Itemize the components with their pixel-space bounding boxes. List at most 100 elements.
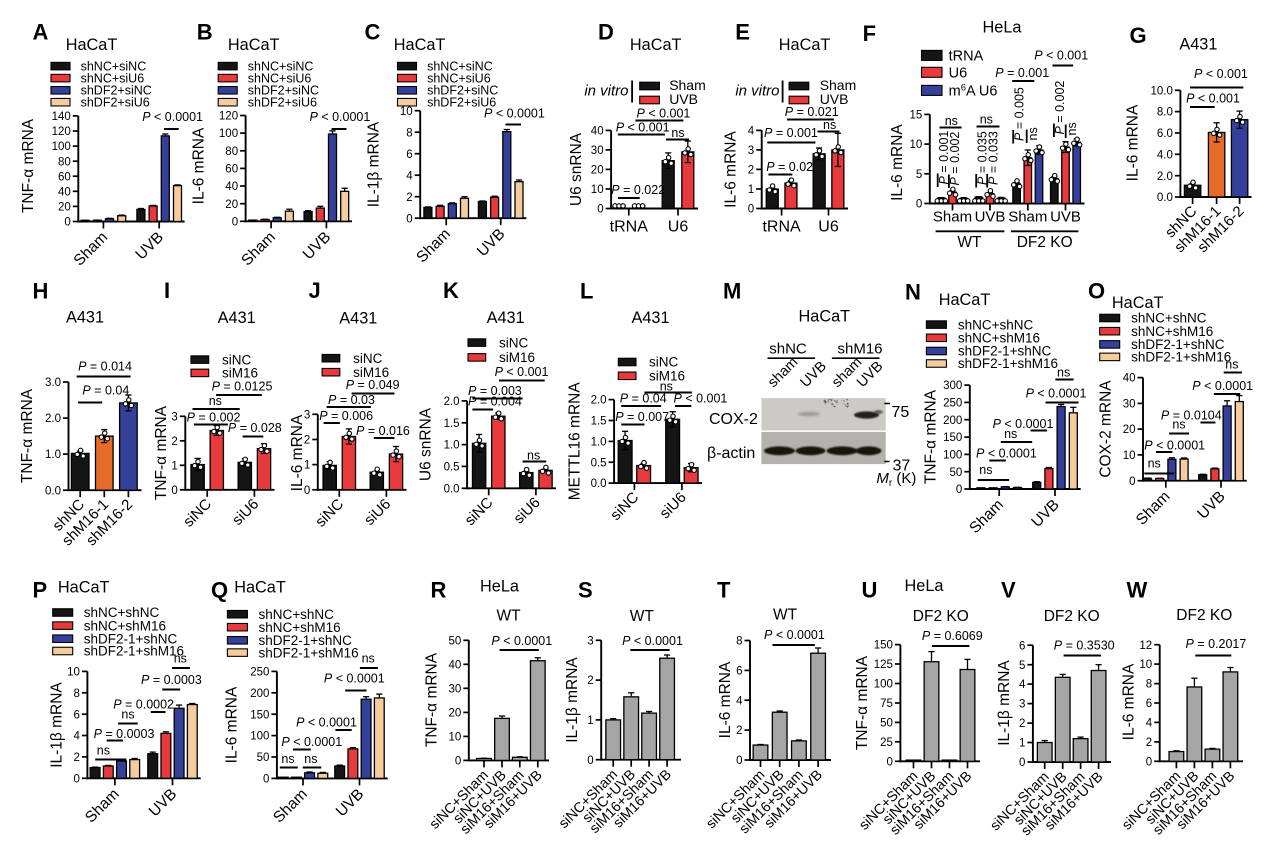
svg-text:2: 2 [587,675,593,687]
svg-text:shNC+shNC: shNC+shNC [84,605,160,620]
svg-text:shM16: shM16 [837,341,882,358]
svg-text:in vitro: in vitro [735,82,779,99]
svg-text:shNC+siU6: shNC+siU6 [427,72,491,86]
svg-text:4: 4 [406,170,413,182]
svg-text:0.0: 0.0 [1157,192,1173,204]
svg-text:ns: ns [979,463,992,477]
svg-text:siM16: siM16 [353,365,389,380]
svg-text:8: 8 [406,127,412,139]
svg-text:tRNA: tRNA [762,219,801,236]
svg-text:HaCaT: HaCaT [630,36,682,54]
svg-text:6: 6 [736,666,742,678]
svg-text:ns: ns [1057,366,1070,380]
svg-text:3: 3 [1019,699,1025,711]
svg-text:1: 1 [1019,738,1025,750]
svg-text:5: 5 [916,169,922,181]
svg-text:V: V [1001,578,1016,603]
svg-text:P = 0.001: P = 0.001 [764,126,818,140]
svg-text:P = 0.035: P = 0.035 [976,131,990,185]
svg-text:G: G [1130,23,1147,48]
svg-text:tRNA: tRNA [610,219,649,236]
svg-text:C: C [365,20,381,45]
svg-text:40: 40 [591,126,604,138]
svg-text:250: 250 [943,398,962,410]
svg-text:U: U [862,578,878,603]
svg-text:P < 0.0001: P < 0.0001 [310,110,371,124]
svg-text:L: L [580,279,593,304]
svg-text:IL-6 mRNA: IL-6 mRNA [723,131,740,208]
svg-text:WT: WT [496,608,521,625]
svg-text:10: 10 [1139,659,1152,671]
svg-text:siM16: siM16 [649,369,685,384]
svg-text:10.0: 10.0 [1151,85,1173,97]
svg-text:250: 250 [250,667,269,679]
svg-text:siM16: siM16 [222,366,258,381]
svg-text:1: 1 [748,184,754,196]
svg-text:10: 10 [67,667,80,679]
svg-text:10: 10 [449,732,462,744]
svg-text:P = 0.021: P = 0.021 [785,105,839,119]
svg-text:30: 30 [1123,399,1136,411]
svg-text:TNF-α mRNA: TNF-α mRNA [854,655,871,750]
svg-text:IL-6 mRNA: IL-6 mRNA [889,124,906,201]
svg-text:shNC+siU6: shNC+siU6 [81,72,145,86]
svg-text:ns: ns [1172,418,1185,432]
svg-text:P = 0.03: P = 0.03 [328,393,375,407]
svg-text:0: 0 [232,216,238,228]
svg-text:U6: U6 [818,219,839,236]
svg-text:40: 40 [1123,373,1136,385]
svg-text:0: 0 [171,485,177,497]
svg-text:HaCaT: HaCaT [939,291,991,309]
svg-text:TNF-α mRNA: TNF-α mRNA [19,388,36,483]
svg-text:0: 0 [916,199,922,211]
svg-text:1: 1 [171,460,177,472]
svg-text:100: 100 [250,731,269,743]
svg-text:2: 2 [748,165,754,177]
svg-text:R: R [431,578,447,603]
svg-text:P < 0.0001: P < 0.0001 [993,417,1054,431]
svg-text:ns: ns [97,744,110,758]
svg-text:IL-1β mRNA: IL-1β mRNA [564,657,581,743]
svg-text:4: 4 [73,731,80,743]
svg-text:1.5: 1.5 [591,416,607,428]
svg-text:Sham: Sham [1008,209,1047,226]
svg-text:4: 4 [736,695,743,707]
svg-text:HaCaT: HaCaT [394,36,446,54]
svg-text:P = 0.04: P = 0.04 [620,392,667,406]
svg-text:120: 120 [52,126,71,138]
svg-text:P < 0.001: P < 0.001 [495,365,549,379]
svg-text:HeLa: HeLa [480,578,520,596]
svg-text:0.0: 0.0 [45,485,61,497]
svg-text:60: 60 [58,171,71,183]
svg-text:P = 0.049: P = 0.049 [346,378,400,392]
svg-text:P < 0.0001: P < 0.0001 [1026,387,1087,401]
svg-text:A431: A431 [487,309,525,327]
svg-text:METTL16 mRNA: METTL16 mRNA [567,382,584,501]
svg-text:P < 0.0001: P < 0.0001 [484,107,545,121]
svg-text:A431: A431 [339,310,377,328]
svg-text:75: 75 [892,404,910,421]
svg-text:P = 0.014: P = 0.014 [78,360,132,374]
svg-text:100: 100 [52,141,71,153]
svg-text:P < 0.0001: P < 0.0001 [622,634,683,648]
svg-text:10: 10 [910,139,923,151]
svg-text:shNC: shNC [769,341,807,358]
svg-text:1: 1 [587,715,593,727]
svg-text:shDF2-1+shM16: shDF2-1+shM16 [1131,350,1231,365]
svg-text:0: 0 [263,774,269,786]
svg-text:P = 0.0003: P = 0.0003 [141,673,202,687]
svg-text:10: 10 [591,184,604,196]
svg-text:ns: ns [1026,127,1040,140]
svg-text:P = 0.002: P = 0.002 [1053,81,1067,135]
svg-text:β-actin: β-actin [707,445,755,462]
svg-text:P = 0.02: P = 0.02 [766,160,813,174]
svg-text:IL-1β mRNA: IL-1β mRNA [366,121,383,207]
svg-text:30: 30 [591,145,604,157]
svg-text:P < 0.0001: P < 0.0001 [281,735,342,749]
svg-text:ns: ns [671,126,684,140]
svg-text:0: 0 [956,484,962,496]
svg-text:shNC+shM16: shNC+shM16 [1131,324,1213,339]
svg-text:8: 8 [1146,679,1152,691]
svg-text:140: 140 [52,111,71,123]
svg-text:DF2 KO: DF2 KO [1044,608,1100,625]
